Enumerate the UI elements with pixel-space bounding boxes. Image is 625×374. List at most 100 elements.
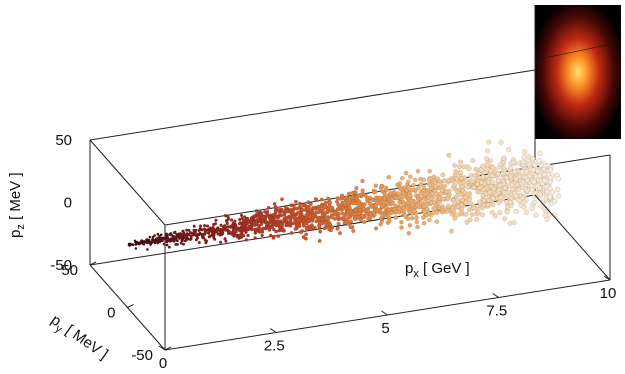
beam-point <box>519 169 525 175</box>
beam-point <box>373 189 378 194</box>
beam-point <box>323 210 328 215</box>
beam-point <box>457 164 462 170</box>
beam-point <box>272 202 277 206</box>
beam-point <box>222 226 226 230</box>
beam-point <box>264 221 268 225</box>
box-edge-bottom-back <box>89 194 536 266</box>
beam-point <box>512 169 518 175</box>
z-tick-label: 0 <box>64 195 72 212</box>
beam-point <box>453 169 459 174</box>
beam-point <box>454 194 459 199</box>
beam-point <box>240 234 244 239</box>
beam-point <box>463 200 469 206</box>
beam-point <box>203 229 208 233</box>
beam-point <box>439 188 445 193</box>
beam-point <box>489 209 495 215</box>
beam-point <box>160 236 164 240</box>
beam-point <box>535 168 541 174</box>
beam-point <box>185 232 189 236</box>
beam-point <box>549 189 556 195</box>
beam-point <box>306 200 311 205</box>
beam-point <box>467 217 473 223</box>
beam-point <box>174 236 178 240</box>
beam-point <box>377 196 383 201</box>
beam-point <box>326 196 331 201</box>
beam-point <box>434 191 440 197</box>
beam-point <box>421 184 427 190</box>
beam-point <box>134 247 138 250</box>
beam-point <box>492 213 498 219</box>
beam-point <box>524 177 530 183</box>
beam-point <box>335 226 340 231</box>
beam-point <box>297 205 302 209</box>
beam-point <box>245 222 249 226</box>
beam-point <box>392 207 397 212</box>
beam-point <box>136 242 140 245</box>
beam-point <box>292 203 296 208</box>
beam-point <box>502 190 508 196</box>
beam-point <box>414 215 419 220</box>
beam-point <box>407 210 412 215</box>
beam-point <box>529 187 536 193</box>
beam-point <box>180 237 185 241</box>
beam-point <box>502 216 508 222</box>
x-tick-label: 0 <box>159 355 167 372</box>
beam-point <box>443 189 449 194</box>
beam-point <box>340 211 345 216</box>
beam-point <box>541 178 548 184</box>
beam-point <box>449 204 455 210</box>
beam-point <box>537 191 543 197</box>
beam-point <box>514 182 521 188</box>
beam-point <box>438 181 444 187</box>
beam-point <box>322 226 327 231</box>
beam-point <box>399 220 404 225</box>
beam-point <box>245 216 250 221</box>
beam-point <box>237 222 242 226</box>
beam-point <box>317 223 322 228</box>
beam-point <box>445 196 451 201</box>
beam-point <box>552 198 558 204</box>
beam-point <box>171 235 175 239</box>
beam-point <box>530 167 536 173</box>
beam-point <box>231 227 236 231</box>
beam-point <box>290 208 295 213</box>
beam-point <box>459 211 464 217</box>
beam-point <box>293 220 297 224</box>
beam-point <box>555 176 562 182</box>
beam-point <box>319 203 324 208</box>
beam-point <box>313 197 318 201</box>
beam-point <box>455 199 461 204</box>
beam-point <box>434 219 440 224</box>
beam-point <box>415 196 421 202</box>
beam-point <box>473 166 479 172</box>
beam-point <box>165 237 169 241</box>
x-tick-mark <box>381 310 388 316</box>
beam-point <box>330 225 335 230</box>
beam-point <box>500 155 506 161</box>
beam-point <box>449 228 454 234</box>
beam-point <box>153 234 156 238</box>
beam-point <box>354 196 359 201</box>
beam-point <box>374 209 380 214</box>
beam-point <box>174 242 178 246</box>
beam-point <box>213 237 217 241</box>
beam-point <box>342 220 347 225</box>
beam-point <box>327 201 332 205</box>
beam-point <box>260 221 264 225</box>
beam-point <box>218 240 223 244</box>
beam-point <box>341 206 345 211</box>
beam-point <box>472 173 478 178</box>
beam-point <box>257 230 262 234</box>
beam-point <box>548 175 554 181</box>
box-edge-top-back <box>89 69 536 141</box>
beam-point <box>459 202 464 208</box>
beam-point <box>179 241 183 245</box>
y-axis-label: py [ MeV ] <box>46 311 111 365</box>
beam-point <box>509 186 515 192</box>
beam-point <box>481 198 487 204</box>
beam-point <box>427 217 432 223</box>
beam-point <box>301 235 306 239</box>
beam-point <box>525 154 532 160</box>
beam-point <box>463 194 468 200</box>
beam-point <box>421 215 426 220</box>
